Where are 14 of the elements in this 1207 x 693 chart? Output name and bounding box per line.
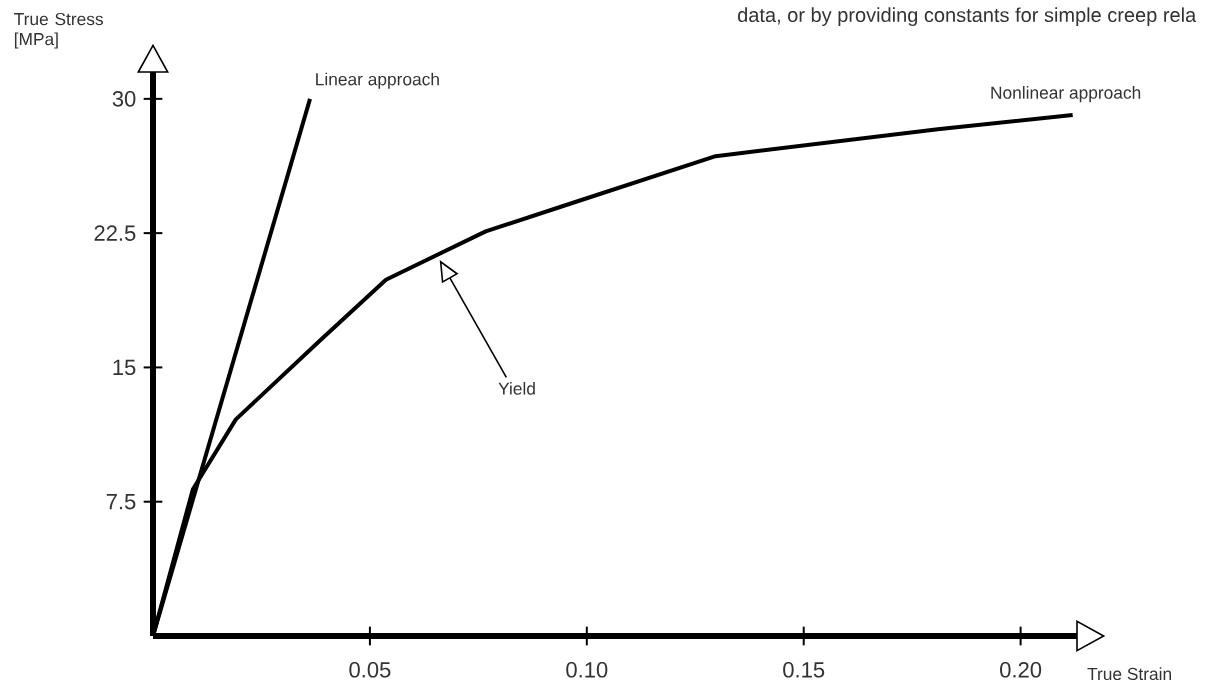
y-tick-label: 7.5 xyxy=(106,494,136,510)
x-tick-label: 0.20 xyxy=(1000,662,1042,678)
series-label: Linear approach xyxy=(316,72,439,89)
y-tick-label: 15 xyxy=(113,359,136,376)
x-tick-label: 0.10 xyxy=(566,662,608,678)
y-tick-label: 30 xyxy=(112,91,136,107)
y-tick-label: 22.5 xyxy=(94,225,136,241)
text: data, or by providing constants for simple creep rela xyxy=(738,7,1197,26)
x-tick-label: 0.05 xyxy=(349,662,391,678)
y-axis-title: True Stress [MPa] xyxy=(14,12,103,49)
annotation: Yield xyxy=(498,382,535,395)
x-axis-title: True Strain xyxy=(1087,667,1171,681)
series-label: Nonlinear approach xyxy=(991,86,1141,103)
x-tick-label: 0.15 xyxy=(783,662,825,678)
